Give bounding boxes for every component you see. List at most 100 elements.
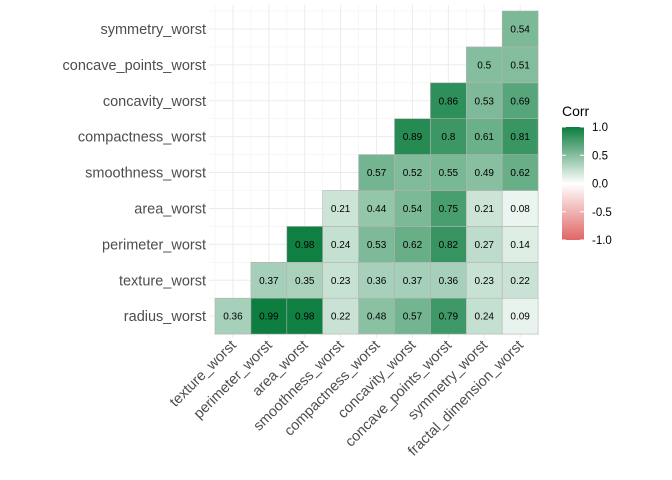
- heatmap-cell: [394, 226, 431, 263]
- heatmap-cell: [358, 190, 395, 227]
- heatmap-cell-label: 0.62: [403, 240, 423, 251]
- heatmap-cell-label: 0.99: [259, 312, 279, 323]
- heatmap-cell: [322, 297, 359, 335]
- heatmap-cell-label: 0.51: [510, 60, 530, 71]
- heatmap-cell: [501, 226, 539, 263]
- legend-ticks: 1.0 0.5 0.0 -0.5 -1.0: [562, 122, 612, 247]
- heatmap-cell: [430, 261, 467, 299]
- heatmap-cell-label: 0.55: [439, 168, 459, 179]
- heatmap-cell-label: 0.27: [475, 240, 495, 251]
- y-tick-label: concavity_worst: [103, 94, 206, 110]
- y-tick-label: texture_worst: [119, 273, 206, 289]
- legend-tick-label: -1.0: [592, 235, 612, 247]
- heatmap-cell-label: 0.37: [403, 276, 423, 287]
- heatmap-cell: [501, 154, 539, 191]
- heatmap-cell-label: 0.89: [403, 132, 423, 143]
- heatmap-cell: [358, 297, 395, 335]
- heatmap-cell-label: 0.23: [475, 276, 495, 287]
- heatmap-cell-label: 0.14: [510, 240, 530, 251]
- y-tick-label: compactness_worst: [78, 130, 206, 146]
- heatmap-cell-label: 0.98: [295, 312, 315, 323]
- y-tick-label: area_worst: [134, 201, 206, 217]
- heatmap-cell-label: 0.62: [510, 168, 530, 179]
- heatmap-cell-label: 0.09: [510, 312, 530, 323]
- heatmap-cell-label: 0.54: [403, 204, 423, 215]
- heatmap-cell: [501, 261, 539, 299]
- y-tick-label: concave_points_worst: [63, 58, 206, 74]
- heatmap-cell: [501, 46, 539, 84]
- heatmap-cell: [394, 118, 431, 155]
- y-tick-label: perimeter_worst: [102, 237, 206, 253]
- heatmap-cell-label: 0.57: [367, 168, 387, 179]
- heatmap-cell: [394, 190, 431, 227]
- y-tick-label: smoothness_worst: [85, 166, 206, 182]
- heatmap-cell: [322, 190, 359, 227]
- heatmap-cell-label: 0.44: [367, 204, 387, 215]
- heatmap-cell-label: 0.23: [331, 276, 351, 287]
- heatmap-cell: [501, 82, 539, 120]
- heatmap-cell-label: 0.24: [475, 312, 495, 323]
- heatmap-cell: [394, 297, 431, 335]
- heatmap-cell-label: 0.22: [331, 312, 351, 323]
- heatmap-cell: [465, 261, 503, 299]
- heatmap-cell-label: 0.22: [510, 276, 530, 287]
- heatmap-cell: [430, 297, 467, 335]
- y-tick-label: symmetry_worst: [100, 22, 206, 38]
- legend-tick-label: 0.5: [592, 150, 608, 162]
- heatmap-cell-label: 0.08: [510, 204, 530, 215]
- heatmap-cell-label: 0.48: [367, 312, 387, 323]
- heatmap-cell-label: 0.21: [331, 204, 351, 215]
- heatmap-cell: [465, 297, 503, 335]
- heatmap-cell-label: 0.54: [510, 24, 530, 35]
- heatmap-cell-label: 0.86: [439, 96, 459, 107]
- heatmap-cell: [358, 226, 395, 263]
- color-legend: Corr 1.0 0.5 0.0 -0.5 -1.0: [562, 103, 612, 247]
- heatmap-cell-label: 0.36: [223, 312, 243, 323]
- heatmap-cell: [501, 118, 539, 155]
- heatmap-cell: [394, 154, 431, 191]
- heatmap-cell-label: 0.49: [475, 168, 495, 179]
- y-tick-label: radius_worst: [124, 309, 206, 325]
- legend-tick-label: 1.0: [592, 122, 608, 134]
- y-axis-labels: radius_worst texture_worst perimeter_worst…: [63, 22, 206, 325]
- heatmap-cell: [501, 297, 539, 335]
- heatmap-cell-label: 0.98: [295, 240, 315, 251]
- legend-tick-label: -0.5: [592, 207, 612, 219]
- heatmap-cell-label: 0.75: [439, 204, 459, 215]
- heatmap-cell-label: 0.8: [441, 132, 455, 143]
- heatmap-cells: [214, 10, 539, 335]
- heatmap-cell-labels: 0.36 0.99 0.98 0.22 0.48 0.57 0.79 0.24 0.09 0.37…: [223, 24, 530, 322]
- heatmap-cell: [501, 10, 539, 48]
- heatmap-cell: [465, 226, 503, 263]
- heatmap-cell-label: 0.36: [439, 276, 459, 287]
- heatmap-cell: [250, 261, 288, 299]
- heatmap-cell-label: 0.52: [403, 168, 423, 179]
- legend-tick-label: 0.0: [592, 179, 608, 191]
- heatmap-cell-label: 0.36: [367, 276, 387, 287]
- heatmap-cell: [358, 154, 395, 191]
- heatmap-cell: [465, 118, 503, 155]
- heatmap-cell-label: 0.81: [510, 132, 530, 143]
- heatmap-cell-label: 0.61: [475, 132, 495, 143]
- heatmap-cell: [322, 261, 359, 299]
- heatmap-cell-label: 0.53: [367, 240, 387, 251]
- heatmap-cell-label: 0.35: [295, 276, 315, 287]
- heatmap-cell: [430, 82, 467, 120]
- heatmap-cell-label: 0.53: [475, 96, 495, 107]
- heatmap-cell: [465, 154, 503, 191]
- x-axis-labels: texture_worstperimeter_worstarea_worstsm…: [167, 338, 527, 460]
- heatmap-cell: [286, 226, 323, 263]
- heatmap-cell-label: 0.5: [477, 60, 491, 71]
- heatmap-cell-label: 0.21: [475, 204, 495, 215]
- heatmap-cell-label: 0.69: [510, 96, 530, 107]
- heatmap-cell-label: 0.57: [403, 312, 423, 323]
- legend-colorbar: [562, 127, 584, 240]
- legend-title: Corr: [562, 103, 590, 119]
- heatmap-cell-label: 0.37: [259, 276, 279, 287]
- heatmap-cell-label: 0.24: [331, 240, 351, 251]
- heatmap-cell: [214, 297, 252, 335]
- heatmap-cell: [286, 261, 323, 299]
- heatmap-cell-label: 0.82: [439, 240, 459, 251]
